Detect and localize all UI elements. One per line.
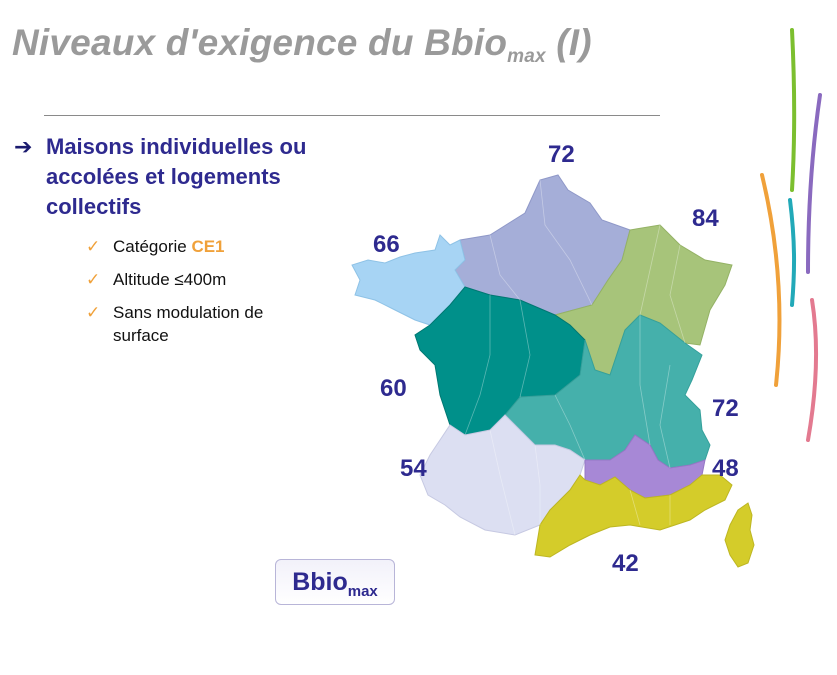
department-borders xyxy=(464,179,686,536)
zone-value-H1a: 72 xyxy=(548,141,575,168)
subitem-text: Catégorie xyxy=(113,237,192,256)
subitem-category: ✓ Catégorie CE1 xyxy=(86,235,225,258)
subitem-text: Altitude ≤400m xyxy=(113,270,227,289)
decor-line-pink xyxy=(806,298,819,442)
main-bullet-text: Maisons individuelles ou accolées et log… xyxy=(46,134,307,219)
zone-H3 xyxy=(534,474,733,558)
zone-H3-corsica xyxy=(724,502,755,568)
slide-title: Niveaux d'exigence du Bbiomax (I) xyxy=(12,22,592,67)
zone-value-H2c: 54 xyxy=(400,455,427,482)
check-icon: ✓ xyxy=(86,303,101,322)
title-divider xyxy=(44,115,660,116)
decor-line-green xyxy=(790,28,797,192)
check-icon: ✓ xyxy=(86,237,101,256)
zone-value-H1b: 84 xyxy=(692,205,719,232)
check-icon: ✓ xyxy=(86,270,101,289)
france-zone-map xyxy=(351,174,755,568)
decor-line-purple xyxy=(806,93,822,274)
zone-value-H1c: 72 xyxy=(712,395,739,422)
zone-value-H2d: 48 xyxy=(712,455,739,482)
zone-value-H2b: 60 xyxy=(380,375,407,402)
decor-line-teal xyxy=(788,198,797,307)
arrow-icon: ➔ xyxy=(14,134,33,159)
subitem-text: Sans modulation de surface xyxy=(113,303,264,345)
zone-H2a xyxy=(351,234,466,326)
category-highlight: CE1 xyxy=(191,237,225,256)
main-bullet: ➔ Maisons individuelles ou accolées et l… xyxy=(14,132,374,222)
zone-value-H3: 42 xyxy=(612,550,639,577)
subitem-altitude: ✓ Altitude ≤400m xyxy=(86,268,226,291)
subitem-modulation: ✓ Sans modulation de surface xyxy=(86,301,306,347)
zone-value-H2a: 66 xyxy=(373,231,400,258)
decor-line-orange xyxy=(760,173,782,387)
bbio-max-badge: Bbiomax xyxy=(275,559,395,605)
